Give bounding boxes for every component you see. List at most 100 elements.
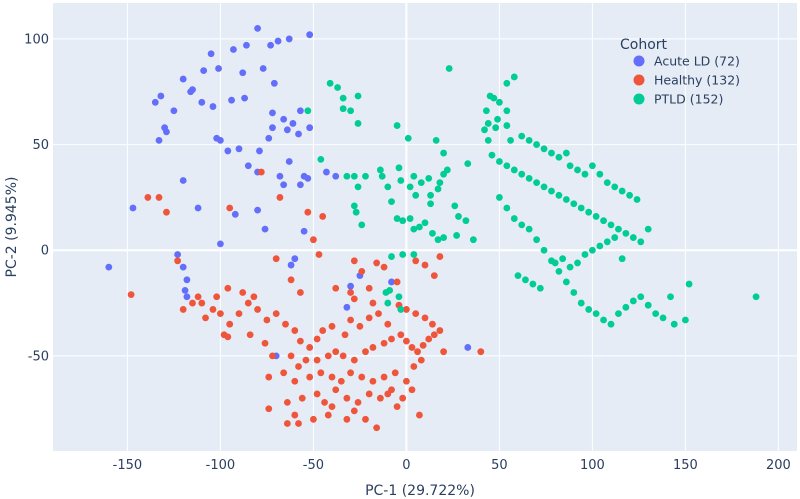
data-point — [375, 310, 382, 318]
data-point — [386, 286, 394, 294]
data-point — [269, 124, 276, 132]
data-point — [217, 240, 224, 248]
data-point — [239, 289, 247, 296]
data-point — [507, 136, 514, 144]
data-point — [306, 373, 314, 381]
data-point — [365, 284, 373, 292]
data-point — [202, 314, 209, 322]
data-point — [183, 293, 191, 301]
data-point — [332, 172, 340, 180]
data-point — [592, 213, 600, 220]
data-point — [611, 234, 619, 241]
data-point — [492, 124, 500, 132]
data-point — [239, 69, 247, 77]
data-point — [574, 166, 581, 174]
data-point — [503, 79, 511, 87]
data-point — [226, 320, 234, 328]
data-point — [510, 215, 518, 222]
x-axis-title: PC-1 (29.722%) — [365, 483, 475, 499]
data-point — [334, 84, 341, 91]
data-point — [596, 242, 604, 250]
legend-label: Acute LD (72) — [654, 54, 740, 69]
data-point — [429, 229, 436, 237]
data-point — [559, 255, 567, 263]
data-point — [259, 65, 267, 72]
data-point — [562, 149, 570, 157]
data-point — [347, 369, 354, 377]
data-point — [343, 303, 351, 311]
data-point — [209, 103, 217, 110]
data-point — [254, 306, 261, 313]
legend-label: PTLD (152) — [654, 92, 723, 107]
data-point — [244, 162, 252, 170]
data-point — [155, 194, 163, 201]
data-point — [548, 187, 555, 195]
data-point — [451, 202, 459, 210]
data-point — [577, 204, 585, 212]
data-point — [304, 208, 312, 216]
data-point — [607, 221, 615, 229]
legend-marker — [633, 74, 645, 86]
data-point — [436, 327, 444, 334]
data-point — [313, 335, 321, 343]
x-tick-label: 50 — [491, 458, 508, 473]
data-point — [388, 253, 395, 260]
data-point — [254, 206, 261, 214]
data-point — [469, 236, 477, 244]
data-point — [603, 179, 611, 187]
data-point — [283, 126, 291, 134]
data-point — [235, 145, 243, 153]
data-point — [581, 251, 589, 258]
data-point — [343, 172, 351, 180]
data-point — [310, 236, 317, 244]
data-point — [373, 424, 381, 432]
data-point — [283, 398, 291, 406]
data-point — [317, 369, 325, 377]
data-point — [518, 170, 526, 178]
data-point — [256, 147, 263, 155]
data-point — [570, 289, 578, 296]
data-point — [356, 322, 364, 330]
data-point — [313, 390, 321, 398]
data-point — [354, 120, 362, 127]
plot-background — [53, 3, 797, 451]
data-point — [427, 200, 434, 208]
data-point — [752, 293, 760, 301]
data-point — [393, 215, 401, 222]
data-point — [183, 276, 191, 284]
data-point — [484, 136, 492, 144]
data-point — [296, 107, 304, 115]
data-point — [337, 377, 345, 385]
data-point — [412, 310, 420, 318]
data-point — [589, 162, 596, 170]
data-point — [265, 134, 273, 142]
data-point — [194, 293, 202, 301]
data-point — [306, 124, 314, 132]
legend-label: Healthy (132) — [654, 73, 740, 88]
data-point — [393, 403, 401, 411]
data-point — [362, 348, 369, 356]
data-point — [302, 356, 310, 364]
data-point — [280, 115, 288, 123]
data-point — [304, 174, 312, 182]
data-point — [388, 198, 395, 206]
data-point — [179, 306, 187, 313]
data-point — [287, 261, 295, 269]
data-point — [267, 41, 275, 49]
data-point — [332, 386, 340, 394]
x-tick-label: 150 — [673, 458, 698, 473]
data-point — [562, 278, 570, 286]
data-point — [440, 234, 447, 241]
data-point — [269, 352, 276, 360]
data-point — [235, 310, 243, 318]
x-tick-label: 100 — [580, 458, 605, 473]
data-point — [596, 170, 604, 178]
data-point — [306, 344, 314, 351]
data-point — [339, 94, 347, 102]
data-point — [667, 293, 674, 301]
data-point — [414, 348, 421, 356]
data-point — [406, 183, 414, 191]
data-point — [626, 191, 633, 199]
data-point — [291, 377, 299, 385]
data-point — [304, 107, 312, 115]
